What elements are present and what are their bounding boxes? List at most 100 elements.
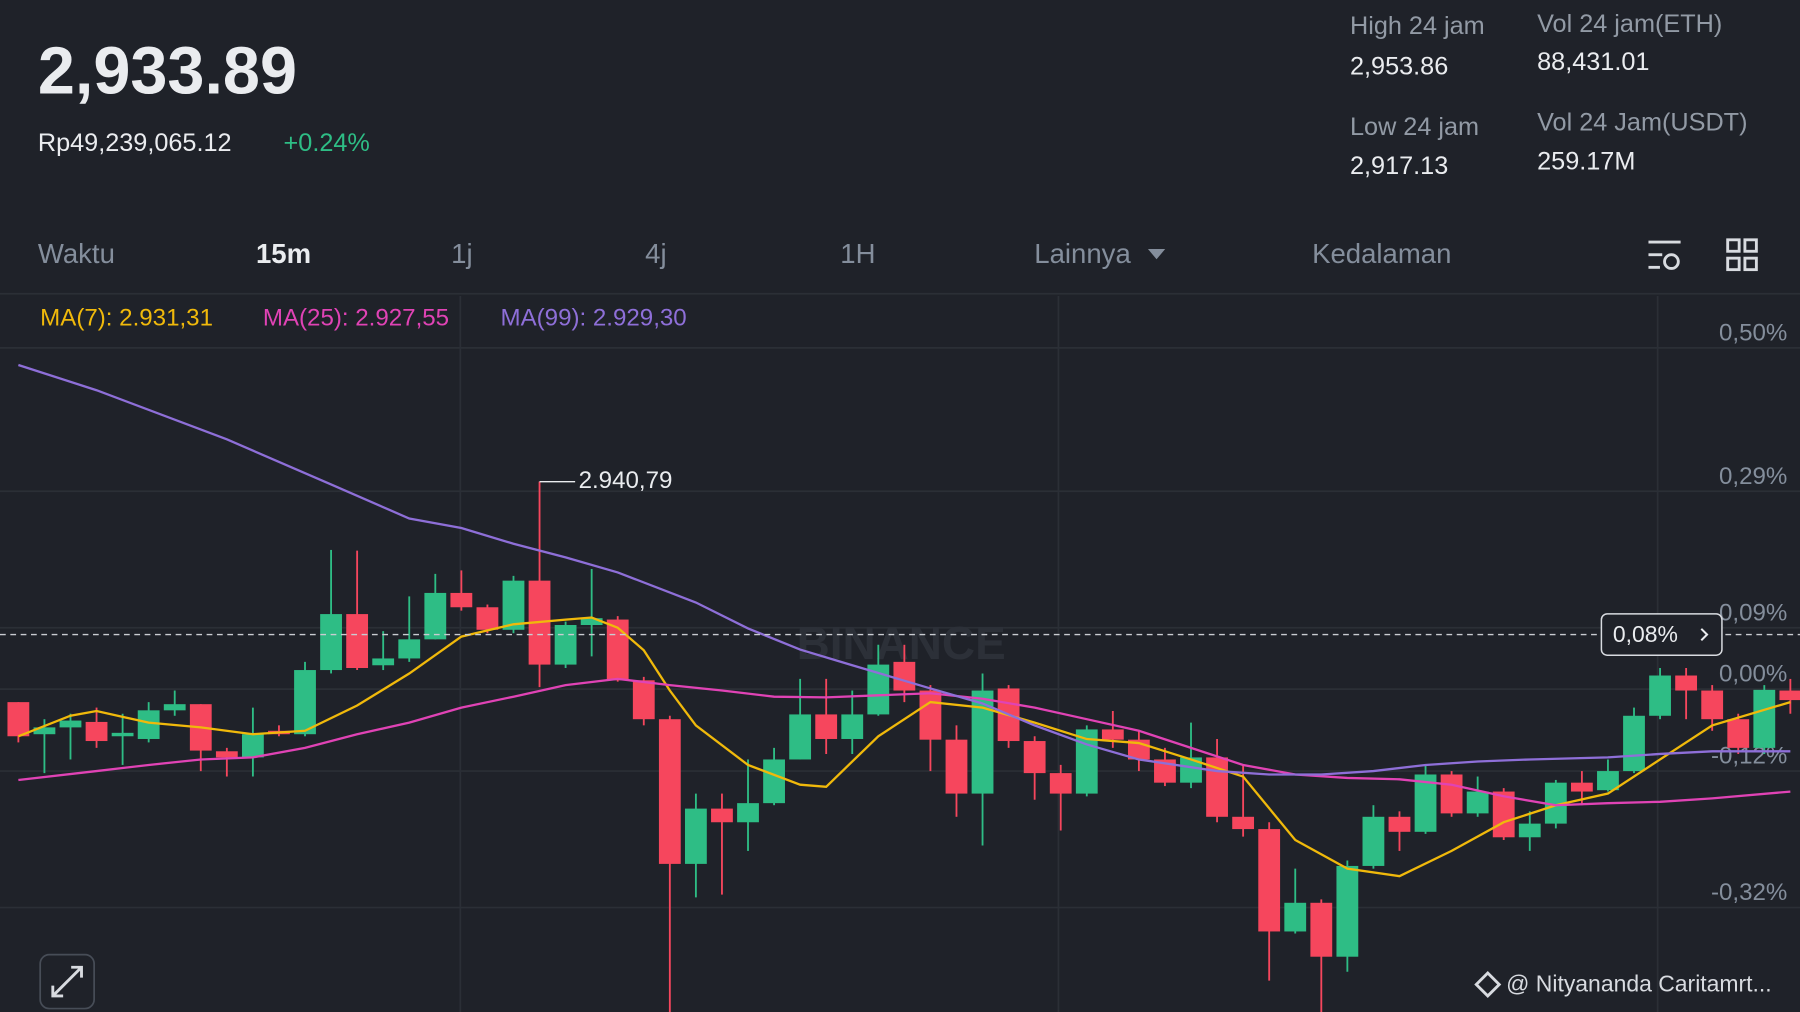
y-tick-label: 0,50%: [1719, 319, 1787, 346]
candle-body: [450, 592, 473, 608]
expand-button[interactable]: [39, 953, 95, 1010]
expand-icon: [51, 965, 83, 998]
candle-body: [1649, 675, 1671, 716]
fiat-price: Rp49,239,065.12: [38, 129, 232, 157]
candle-body: [215, 751, 238, 758]
candle-body: [893, 661, 916, 691]
candle-body: [580, 618, 603, 626]
candle-body: [1727, 719, 1750, 748]
candle-body: [789, 714, 812, 760]
candle-body: [1388, 816, 1411, 832]
candle-body: [1336, 865, 1359, 957]
tab[interactable]: 1j: [451, 238, 472, 269]
binance-logo: [1474, 970, 1502, 998]
chevron: [1700, 628, 1709, 642]
indicator-settings-icon[interactable]: [1648, 240, 1681, 270]
candle-body: [554, 625, 577, 665]
stat-label: Vol 24 jam(ETH): [1537, 10, 1722, 38]
candle-body: [1180, 757, 1202, 783]
high-label: 2.940,79: [579, 467, 673, 494]
candle-body: [1623, 715, 1645, 772]
ma-line: [18, 677, 1791, 807]
price-change: +0.24%: [284, 129, 370, 157]
stat-label: Vol 24 Jam(USDT): [1537, 109, 1747, 137]
stat-label: Low 24 jam: [1350, 113, 1479, 141]
ma-line: [17, 616, 1791, 878]
candle-body: [163, 704, 186, 711]
candle-body: [1779, 690, 1800, 701]
candle-body: [294, 670, 316, 735]
legend-entry: MA(99): 2.929,30: [501, 304, 687, 331]
current-tag: [1600, 613, 1723, 656]
stat-label: High 24 jam: [1350, 12, 1485, 40]
y-tick-label: 0,00%: [1719, 661, 1787, 688]
legend-entry: MA(7): 2.931,31: [40, 304, 213, 331]
tab[interactable]: Waktu: [38, 238, 115, 269]
layout-icon[interactable]: [1726, 238, 1758, 272]
last-price: 2,933.89: [38, 34, 297, 108]
legend-entry: MA(25): 2.927,55: [263, 304, 449, 331]
candle-body: [1414, 774, 1437, 832]
tab[interactable]: 4j: [645, 238, 666, 269]
candle-body: [1466, 791, 1489, 814]
y-tick-label: -0,12%: [1711, 743, 1787, 770]
candle-body: [737, 803, 759, 823]
candle-body: [320, 614, 342, 671]
stat-value: 88,431.01: [1537, 48, 1649, 76]
candle-body: [1570, 782, 1593, 792]
plot: [7, 363, 1800, 1012]
stat-value: 2,917.13: [1350, 152, 1448, 180]
candle-body: [1101, 729, 1124, 740]
candle-body: [971, 690, 994, 794]
tab[interactable]: Lainnya: [1034, 238, 1131, 269]
dropdown-arrow[interactable]: [1147, 248, 1166, 260]
candle-body: [111, 732, 134, 737]
candle-body: [1675, 675, 1698, 691]
candle-body: [763, 759, 785, 804]
candle-body: [1440, 774, 1463, 814]
tab[interactable]: Kedalaman: [1312, 238, 1451, 269]
candle-body: [919, 690, 942, 740]
candle-body: [346, 614, 369, 669]
ma-line: [18, 363, 1791, 776]
credit: @ Nityananda Caritamrt...: [1506, 971, 1772, 997]
candle-body: [658, 719, 681, 864]
candle-body: [1049, 773, 1072, 794]
candle-body: [59, 720, 82, 728]
watermark: BINANCE: [797, 617, 1006, 669]
candle-body: [945, 739, 968, 794]
stats: High 24 jam 2,953.86 Vol 24 jam(ETH) 88,431…: [1350, 10, 1748, 180]
candle-body: [137, 710, 160, 739]
tab[interactable]: 15m: [256, 238, 311, 269]
candle-body: [502, 580, 525, 630]
candle-body: [1258, 829, 1281, 932]
stat-value: 259.17M: [1537, 148, 1635, 176]
y-tick-label: 0,09%: [1719, 599, 1787, 626]
candle-body: [1232, 816, 1255, 830]
candle-body: [867, 664, 890, 715]
current-label: 0,08%: [1613, 621, 1678, 647]
candle-body: [372, 658, 395, 666]
candle-body: [1753, 689, 1776, 748]
tabs: Waktu 15m 1j 4j 1H Lainnya Kedalaman: [38, 238, 1452, 269]
candle-body: [1544, 782, 1567, 824]
y-tick-label: -0,32%: [1711, 879, 1787, 906]
candle-body: [1362, 816, 1385, 866]
candle-body: [1518, 823, 1541, 838]
candle-body: [424, 592, 447, 640]
candle-body: [85, 721, 108, 742]
candle-body: [476, 607, 499, 630]
candle-body: [1597, 771, 1619, 791]
tab[interactable]: 1H: [840, 238, 875, 269]
legend: MA(7): 2.931,31 MA(25): 2.927,55 MA(99): 2…: [40, 304, 687, 331]
candle-body: [684, 808, 707, 864]
candle-body: [1023, 741, 1046, 774]
chart: 0,50% 0,29% 0,09% 0,00% -0,12% -0,32% BINANCE 2…: [0, 296, 1800, 1012]
candle-body: [7, 702, 30, 737]
candle-body: [241, 734, 264, 758]
candle-body: [1284, 902, 1307, 932]
candle-body: [711, 808, 733, 823]
y-tick-label: 0,29%: [1719, 463, 1787, 490]
